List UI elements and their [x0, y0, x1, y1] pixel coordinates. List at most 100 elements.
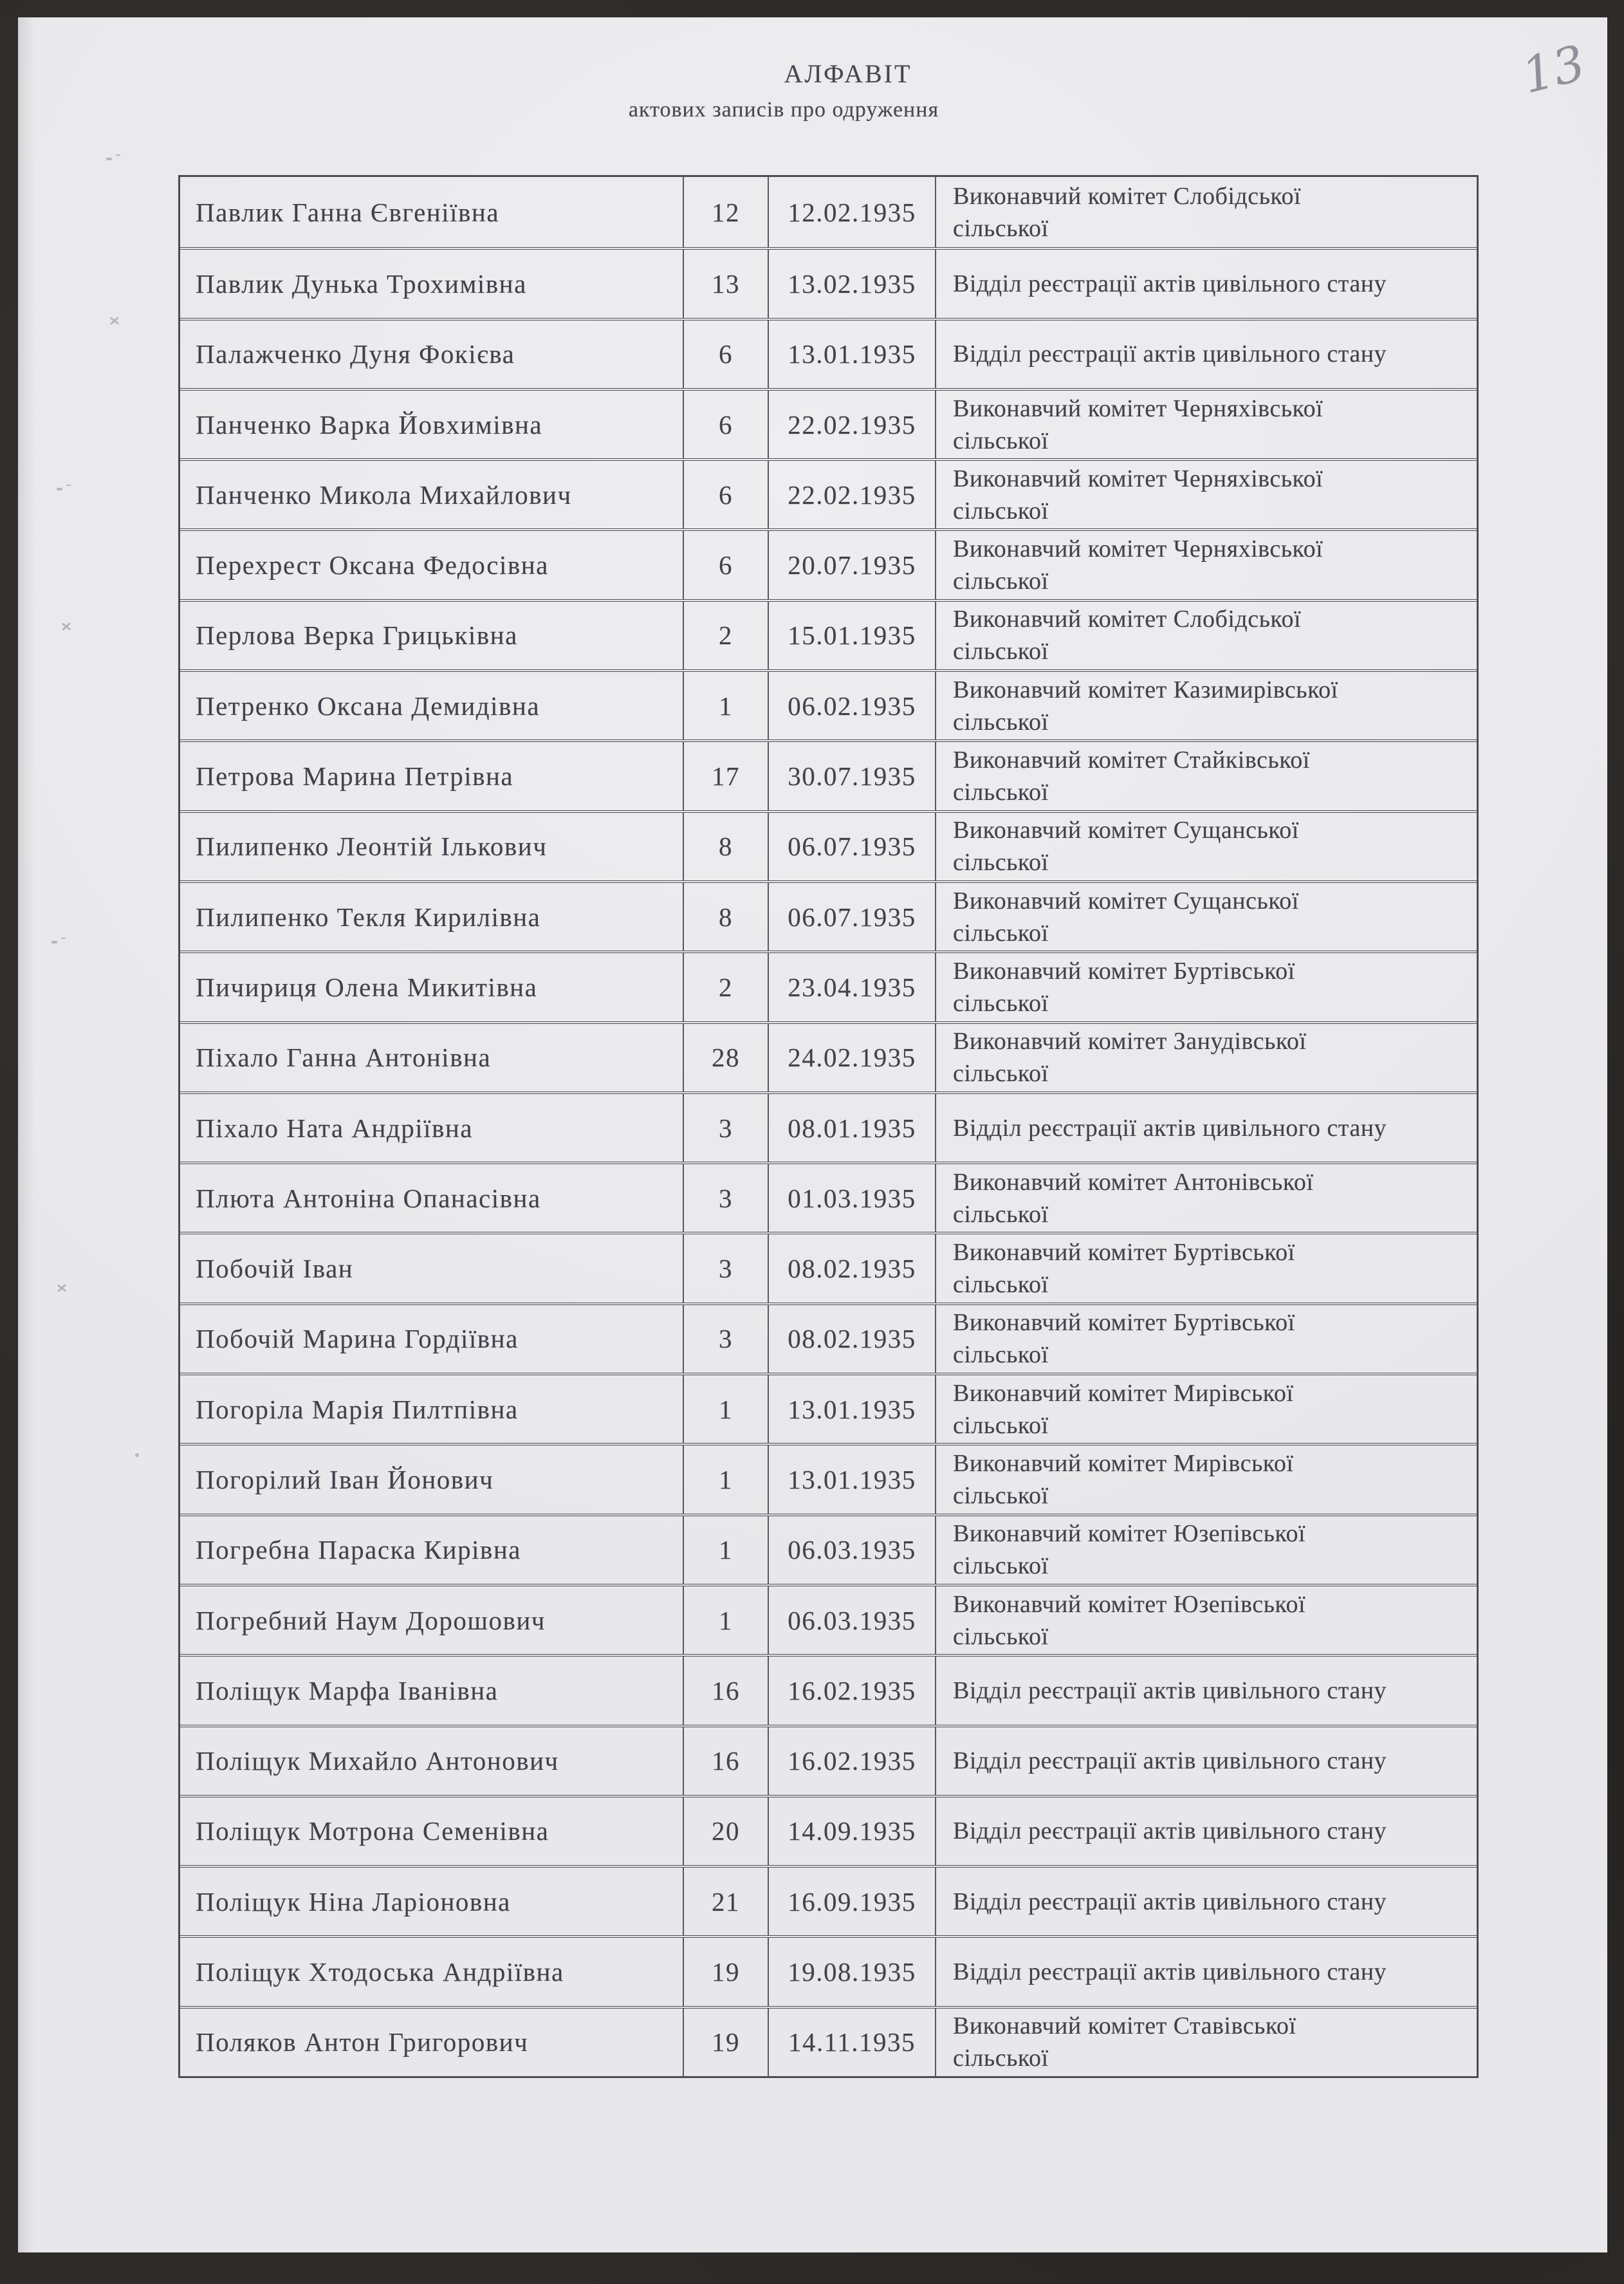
office-line-1: Виконавчий комітет Ставівської	[953, 2012, 1296, 2040]
cell-date: 06.03.1935	[768, 1586, 935, 1655]
office-line-2: сільської	[953, 497, 1049, 525]
table-row: Павлик Дунька Трохимівна 13 13.02.1935 В…	[180, 247, 1477, 318]
cell-record-number: 1	[683, 1445, 768, 1514]
cell-name: Пилипенко Леонтій Ількович	[196, 831, 548, 862]
office-line-2: сільської	[953, 779, 1049, 806]
cell-record-number: 16	[683, 1657, 768, 1725]
table-row: Поліщук Хтодоська Андріївна 19 19.08.193…	[180, 1935, 1477, 2006]
cell-record-number: 3	[683, 1304, 768, 1373]
office-line-2: сільської	[953, 1481, 1049, 1509]
office-line-1: Відділ реєстрації актів цивільного стану	[953, 1958, 1387, 1986]
table-row: Пилипенко Текля Кирилівна 8 06.07.1935 В…	[180, 880, 1477, 951]
office-line-1: Виконавчий комітет Черняхівської	[953, 465, 1324, 492]
table-row: Поліщук Михайло Антонович 16 16.02.1935 …	[180, 1724, 1477, 1795]
office-line-1: Виконавчий комітет Буртівської	[953, 1239, 1295, 1267]
office-line-1: Виконавчий комітет Буртівської	[953, 957, 1295, 985]
cell-name: Перехрест Оксана Федосівна	[196, 550, 549, 580]
cell-date: 23.04.1935	[768, 953, 935, 1021]
cell-name: Побочій Іван	[196, 1254, 354, 1284]
table-row: Поліщук Мотрона Семенівна 20 14.09.1935 …	[180, 1794, 1477, 1866]
cell-name: Плюта Антоніна Опанасівна	[196, 1183, 541, 1213]
cell-registering-office: Відділ реєстрації актів цивільного стану	[935, 1093, 1477, 1162]
office-line-1: Відділ реєстрації актів цивільного стану	[953, 340, 1387, 368]
cell-record-number: 21	[683, 1868, 768, 1936]
cell-record-number: 2	[683, 953, 768, 1021]
table-row: Побочій Марина Гордіївна 3 08.02.1935 Ви…	[180, 1302, 1477, 1373]
office-line-1: Виконавчий комітет Юзепівської	[953, 1590, 1306, 1618]
office-line-1: Відділ реєстрації актів цивільного стану	[953, 270, 1387, 297]
office-line-1: Виконавчий комітет Мирівської	[953, 1379, 1294, 1407]
cell-registering-office: Виконавчий комітет Мирівської сільської	[935, 1375, 1477, 1444]
table-row: Панченко Варка Йовхимівна 6 22.02.1935 В…	[180, 387, 1477, 459]
cell-record-number: 6	[683, 320, 768, 388]
office-line-1: Виконавчий комітет Черняхівської	[953, 395, 1324, 422]
cell-registering-office: Виконавчий комітет Черняхівської сільськ…	[935, 531, 1477, 599]
cell-name: Піхало Ганна Антонівна	[196, 1043, 492, 1073]
office-line-2: сільської	[953, 427, 1049, 454]
office-line-2: сільської	[953, 1200, 1049, 1228]
cell-date: 08.02.1935	[768, 1234, 935, 1303]
cell-registering-office: Виконавчий комітет Черняхівської сільськ…	[935, 461, 1477, 529]
office-line-2: сільської	[953, 568, 1049, 595]
table-row: Палажченко Дуня Фокієва 6 13.01.1935 Від…	[180, 317, 1477, 388]
table-row: Перехрест Оксана Федосівна 6 20.07.1935 …	[180, 528, 1477, 599]
cell-date: 13.01.1935	[768, 1375, 935, 1444]
table-row: Пилипенко Леонтій Ількович 8 06.07.1935 …	[180, 810, 1477, 880]
cell-date: 06.03.1935	[768, 1516, 935, 1584]
cell-record-number: 1	[683, 1516, 768, 1584]
office-line-1: Виконавчий комітет Стайківської	[953, 747, 1310, 774]
cell-record-number: 3	[683, 1234, 768, 1303]
cell-date: 30.07.1935	[768, 742, 935, 810]
office-line-2: сільської	[953, 1060, 1049, 1088]
cell-record-number: 17	[683, 742, 768, 810]
cell-record-number: 3	[683, 1164, 768, 1232]
cell-name: Поліщук Хтодоська Андріївна	[196, 1957, 564, 1987]
cell-record-number: 8	[683, 882, 768, 951]
cell-registering-office: Виконавчий комітет Антонівської сільсько…	[935, 1164, 1477, 1232]
records-table: Павлик Ганна Євгеніївна 12 12.02.1935 Ви…	[178, 175, 1479, 2079]
cell-name: Погребна Параска Кирівна	[196, 1535, 521, 1565]
table-row: Погорілий Іван Йонович 1 13.01.1935 Вико…	[180, 1443, 1477, 1514]
cell-date: 22.02.1935	[768, 390, 935, 459]
cell-registering-office: Виконавчий комітет Сущанської сільської	[935, 882, 1477, 951]
cell-record-number: 6	[683, 390, 768, 459]
cell-name: Побочій Марина Гордіївна	[196, 1324, 519, 1354]
cell-date: 14.09.1935	[768, 1797, 935, 1866]
cell-name: Петрова Марина Петрівна	[196, 761, 514, 792]
cell-date: 01.03.1935	[768, 1164, 935, 1232]
cell-name: Поліщук Михайло Антонович	[196, 1746, 559, 1776]
table-row: Поліщук Ніна Ларіоновна 21 16.09.1935 Ві…	[180, 1865, 1477, 1936]
cell-date: 24.02.1935	[768, 1023, 935, 1091]
cell-record-number: 16	[683, 1727, 768, 1795]
cell-name: Панченко Варка Йовхимівна	[196, 409, 543, 440]
cell-date: 16.09.1935	[768, 1868, 935, 1936]
cell-registering-office: Відділ реєстрації актів цивільного стану	[935, 1797, 1477, 1866]
office-line-1: Відділ реєстрації актів цивільного стану	[953, 1888, 1387, 1915]
table-row: Поляков Антон Григорович 19 14.11.1935 В…	[180, 2005, 1477, 2077]
cell-date: 15.01.1935	[768, 601, 935, 670]
cell-registering-office: Відділ реєстрації актів цивільного стану	[935, 1727, 1477, 1795]
cell-registering-office: Виконавчий комітет Слобідської сільської	[935, 177, 1477, 248]
cell-record-number: 6	[683, 461, 768, 529]
office-line-1: Виконавчий комітет Юзепівської	[953, 1520, 1306, 1548]
cell-name: Павлик Дунька Трохимівна	[196, 268, 527, 299]
cell-date: 13.01.1935	[768, 320, 935, 388]
cell-registering-office: Виконавчий комітет Юзепівської сільської	[935, 1516, 1477, 1584]
cell-registering-office: Відділ реєстрації актів цивільного стану	[935, 320, 1477, 388]
office-line-1: Відділ реєстрації актів цивільного стану	[953, 1676, 1387, 1704]
cell-date: 13.02.1935	[768, 250, 935, 318]
cell-date: 13.01.1935	[768, 1445, 935, 1514]
office-line-2: сільської	[953, 638, 1049, 665]
table-row: Петренко Оксана Демидівна 1 06.02.1935 В…	[180, 669, 1477, 740]
office-line-2: сільської	[953, 989, 1049, 1017]
cell-record-number: 1	[683, 1586, 768, 1655]
office-line-1: Виконавчий комітет Слобідської	[953, 182, 1302, 210]
office-line-1: Виконавчий комітет Слобідської	[953, 606, 1302, 633]
office-line-2: сільської	[953, 214, 1049, 242]
cell-registering-office: Виконавчий комітет Буртівської сільської	[935, 953, 1477, 1021]
table-row: Піхало Ганна Антонівна 28 24.02.1935 Вик…	[180, 1021, 1477, 1091]
cell-name: Павлик Ганна Євгеніївна	[196, 197, 500, 227]
office-line-2: сільської	[953, 1271, 1049, 1299]
cell-record-number: 8	[683, 812, 768, 880]
cell-registering-office: Відділ реєстрації актів цивільного стану	[935, 1938, 1477, 2006]
